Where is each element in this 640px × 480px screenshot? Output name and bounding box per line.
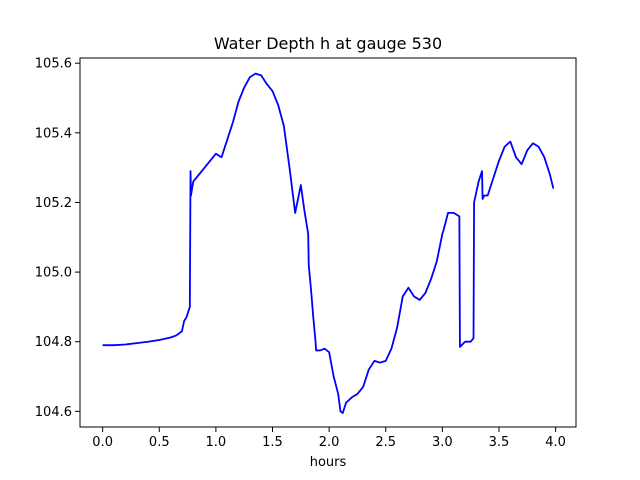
x-tick-label: 1.0 [206,435,227,450]
y-tick-label: 104.6 [35,405,72,420]
y-tick-label: 104.8 [35,335,72,350]
x-tick-label: 0.0 [92,435,113,450]
x-axis-label: hours [310,455,347,470]
x-axis: 0.0 0.5 1.0 1.5 2.0 2.5 3.0 3.5 4.0 [92,427,566,450]
chart-title: Water Depth h at gauge 530 [214,34,442,53]
plot-area: 0.0 0.5 1.0 1.5 2.0 2.5 3.0 3.5 4.0 104.6104.810… [35,57,577,450]
x-tick-label: 3.0 [432,435,453,450]
x-tick-label: 0.5 [149,435,170,450]
x-tick-label: 4.0 [545,435,566,450]
x-tick-label: 3.5 [489,435,510,450]
x-tick-label: 2.5 [375,435,396,450]
y-tick-label: 105.2 [35,196,72,211]
series-layer [102,72,555,414]
x-tick-label: 2.0 [319,435,340,450]
series-line-0 [102,72,555,414]
y-tick-label: 105.0 [35,266,72,281]
axes-frame [79,57,577,428]
y-axis: 104.6 104.8 105.0 105.2 105.4 105.6 [35,57,80,420]
x-tick-label: 1.5 [262,435,283,450]
y-tick-label: 105.4 [35,126,72,141]
y-tick-label: 105.6 [35,57,72,72]
